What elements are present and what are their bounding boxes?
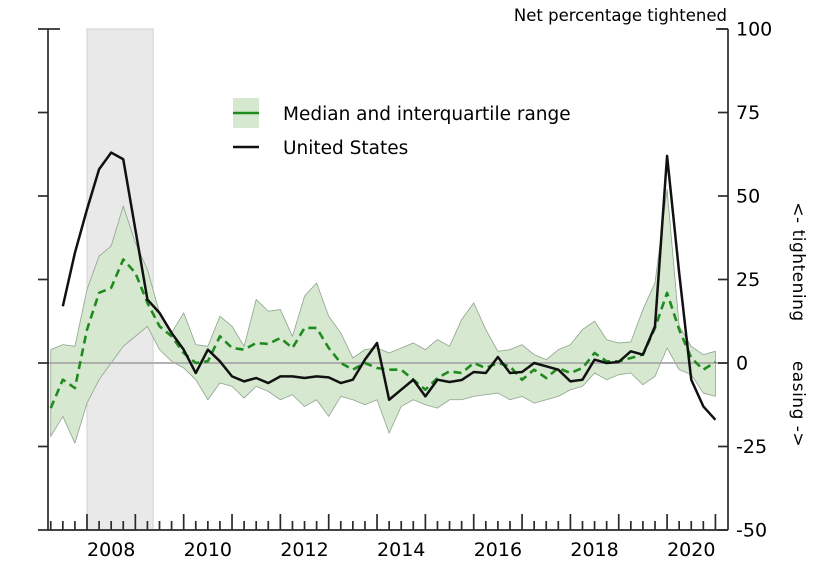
x-tick-label: 2020 (667, 539, 715, 561)
legend: Median and interquartile range United St… (233, 98, 571, 159)
y-tick-label: 75 (736, 102, 760, 124)
legend-label-median: Median and interquartile range (283, 104, 571, 125)
x-tick-label: 2012 (280, 539, 328, 561)
united-states-line (61, 151, 717, 421)
y-tick-label: -25 (736, 436, 767, 458)
y-tick-label: 100 (736, 19, 772, 41)
x-tick-label: 2014 (377, 539, 425, 561)
interquartile-band (50, 188, 716, 444)
axis-note-tightening: <- tightening (788, 202, 808, 321)
y-tick-label: 50 (736, 186, 760, 208)
y-tick-label: 0 (736, 353, 748, 375)
legend-label-us: United States (283, 138, 408, 159)
x-tick-label: 2018 (570, 539, 618, 561)
chart-title: Net percentage tightened (514, 6, 727, 25)
x-tick-label: 2010 (184, 539, 232, 561)
y-tick-label: 25 (736, 269, 760, 291)
axis-note-easing: easing -> (788, 361, 808, 447)
x-tick-label: 2008 (87, 539, 135, 561)
y-tick-label: -50 (736, 520, 767, 542)
x-tick-label: 2016 (474, 539, 522, 561)
plot-area: 100 75 50 25 0 -25 -50 2008 2010 2012 2014 2016 2018… (38, 19, 772, 561)
